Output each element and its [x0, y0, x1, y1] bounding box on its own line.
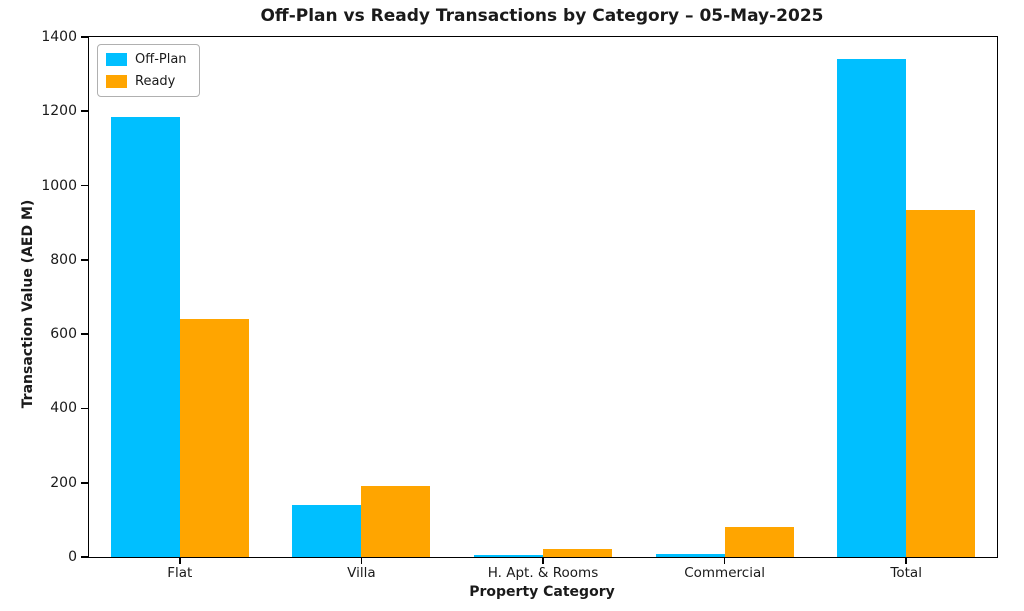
bar-ready-h-apt-rooms: [543, 548, 612, 557]
y-axis-label: Transaction Value (AED M): [20, 199, 36, 409]
bar-off-plan-h-apt-rooms: [473, 555, 543, 557]
x-tick-label: Commercial: [684, 565, 765, 581]
x-tick-mark: [905, 557, 908, 564]
legend: Off-Plan Ready: [97, 44, 200, 97]
bar-off-plan-villa: [292, 505, 362, 557]
chart-title: Off-Plan vs Ready Transactions by Catego…: [260, 6, 824, 26]
bar-ready-commercial: [724, 527, 794, 557]
bar-ready-flat: [179, 319, 249, 557]
x-tick-mark: [723, 557, 726, 564]
y-tick-label: 1200: [41, 103, 77, 120]
x-tick-label: Total: [890, 565, 922, 581]
x-tick-mark: [178, 557, 181, 564]
y-tick-mark: [81, 407, 88, 410]
legend-swatch: [106, 75, 127, 88]
y-tick-label: 1000: [41, 177, 77, 194]
y-tick-mark: [81, 110, 88, 113]
y-tick-label: 0: [68, 549, 77, 565]
x-tick-label: Villa: [347, 565, 376, 581]
plot-area: Off-Plan Ready 0 200 400 600 800 1000 1200 1400 F…: [41, 29, 998, 581]
x-tick-label: H. Apt. & Rooms: [487, 565, 599, 581]
bar-off-plan-flat: [110, 116, 180, 557]
x-tick-mark: [542, 557, 544, 564]
y-tick-mark: [81, 333, 88, 336]
legend-entry: Off-Plan: [106, 52, 187, 67]
y-tick-label: 200: [50, 474, 77, 491]
x-tick-label: Flat: [167, 565, 193, 581]
bar-off-plan-total: [837, 59, 907, 557]
y-tick-label: 600: [50, 326, 77, 343]
y-tick-mark: [81, 36, 88, 38]
y-tick-label: 400: [50, 400, 77, 417]
legend-label: Off-Plan: [135, 52, 187, 67]
y-tick-mark: [81, 556, 88, 558]
y-tick-mark: [81, 481, 88, 484]
y-tick-mark: [81, 258, 88, 261]
legend-swatch: [106, 53, 127, 66]
legend-label: Ready: [135, 74, 176, 89]
x-tick-mark: [360, 557, 363, 564]
y-tick-label: 800: [50, 251, 77, 268]
bar-ready-total: [906, 209, 976, 557]
x-axis-label: Property Category: [469, 584, 615, 600]
bar-ready-villa: [361, 486, 431, 557]
y-tick-mark: [81, 184, 88, 187]
y-tick-label: 1400: [41, 29, 77, 45]
legend-entry: Ready: [106, 74, 187, 89]
bar-off-plan-commercial: [655, 554, 725, 557]
